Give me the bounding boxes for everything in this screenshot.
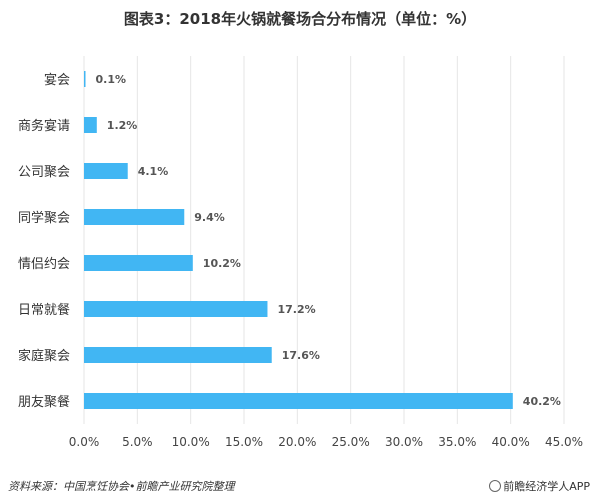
x-tick-label: 45.0% xyxy=(545,435,583,449)
bar xyxy=(84,209,185,225)
value-label: 0.1% xyxy=(96,73,127,86)
brand-icon xyxy=(489,480,502,492)
x-tick-label: 0.0% xyxy=(69,435,100,449)
x-tick-label: 5.0% xyxy=(122,435,153,449)
x-tick-label: 25.0% xyxy=(332,435,370,449)
category-label: 朋友聚餐 xyxy=(18,394,70,410)
category-label: 日常就餐 xyxy=(18,302,70,318)
source-note: 资料来源：中国烹饪协会•前瞻产业研究院整理 xyxy=(8,480,235,493)
bar xyxy=(84,117,97,133)
brand-text: 前瞻经济学人APP xyxy=(503,480,590,493)
value-label: 17.6% xyxy=(282,349,320,362)
value-label: 17.2% xyxy=(277,303,315,316)
value-label: 40.2% xyxy=(523,395,561,408)
bar xyxy=(84,347,272,363)
bar xyxy=(84,255,193,271)
bar xyxy=(84,71,86,87)
x-tick-label: 20.0% xyxy=(278,435,316,449)
category-label: 同学聚会 xyxy=(18,210,70,226)
value-label: 1.2% xyxy=(107,119,138,132)
bar xyxy=(84,393,513,409)
x-tick-label: 40.0% xyxy=(492,435,530,449)
bar xyxy=(84,163,128,179)
category-label: 宴会 xyxy=(44,72,70,88)
x-tick-label: 30.0% xyxy=(385,435,423,449)
bar xyxy=(84,301,268,317)
value-label: 9.4% xyxy=(194,211,225,224)
value-label: 4.1% xyxy=(138,165,169,178)
category-label: 公司聚会 xyxy=(18,165,70,180)
x-tick-label: 15.0% xyxy=(225,435,263,449)
x-tick-label: 35.0% xyxy=(438,435,476,449)
x-tick-label: 10.0% xyxy=(172,435,210,449)
category-label: 商务宴请 xyxy=(18,118,70,134)
category-label: 家庭聚会 xyxy=(18,348,70,364)
chart-title: 图表3：2018年火锅就餐场合分布情况（单位：%） xyxy=(123,10,477,28)
brand-label: 前瞻经济学人APP xyxy=(489,478,590,494)
value-label: 10.2% xyxy=(203,257,241,270)
category-label: 情侣约会 xyxy=(18,257,70,272)
